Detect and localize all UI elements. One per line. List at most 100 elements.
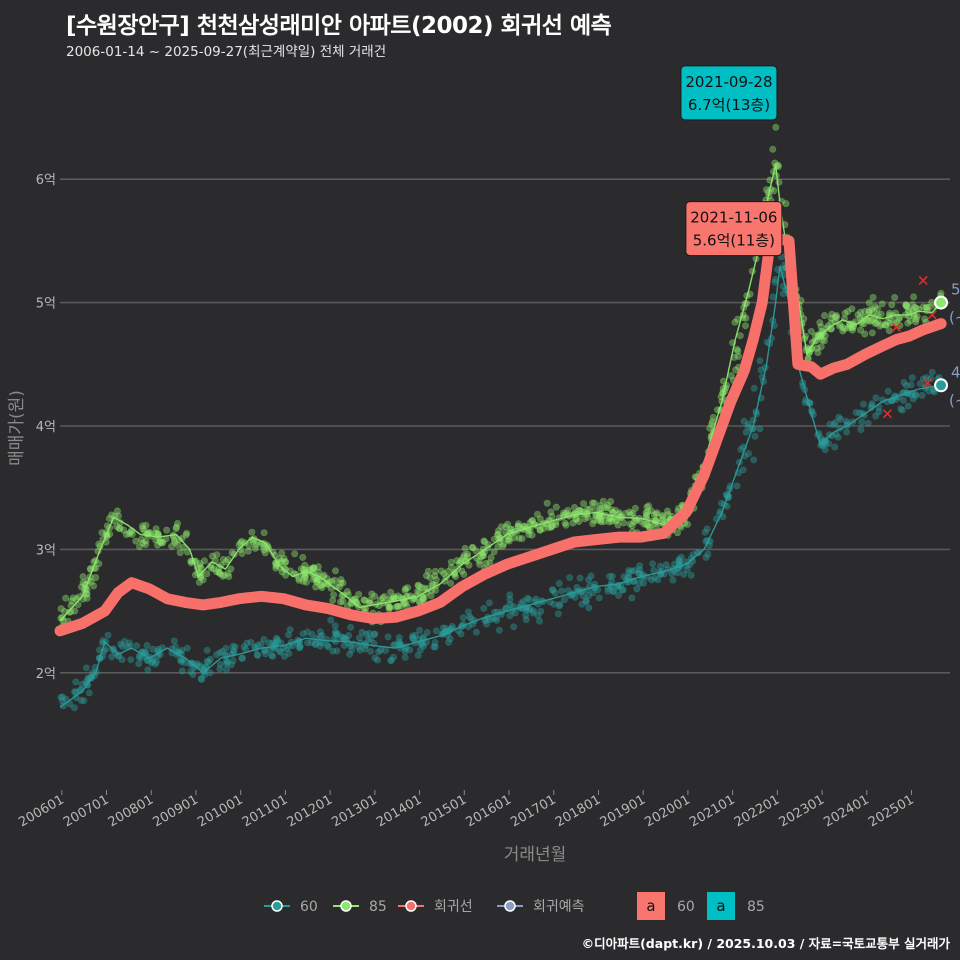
data-point-85 <box>526 518 534 526</box>
data-point-60 <box>59 693 67 701</box>
data-point-85 <box>562 521 570 529</box>
data-point-85 <box>244 547 252 555</box>
data-point-85 <box>910 293 918 301</box>
data-point-85 <box>539 524 547 532</box>
data-point-60 <box>529 609 537 617</box>
data-point-85 <box>860 320 868 328</box>
data-point-85 <box>839 323 847 331</box>
data-point-60 <box>423 628 431 636</box>
data-point-85 <box>481 538 489 546</box>
data-point-85 <box>318 581 326 589</box>
data-point-60 <box>332 631 340 639</box>
data-point-60 <box>927 375 935 383</box>
data-point-85 <box>878 300 886 308</box>
data-point-85 <box>913 312 921 320</box>
data-point-85 <box>460 551 468 559</box>
data-point-60 <box>323 641 331 649</box>
data-point-60 <box>304 639 312 647</box>
data-point-85 <box>844 307 852 315</box>
data-point-85 <box>400 600 408 608</box>
data-point-60 <box>843 428 851 436</box>
data-point-60 <box>904 402 912 410</box>
data-point-85 <box>772 123 780 131</box>
data-point-85 <box>871 303 879 311</box>
data-point-60 <box>680 570 688 578</box>
prediction-marker <box>891 322 901 332</box>
data-point-85 <box>176 549 184 557</box>
x-tick-label: 201801 <box>553 792 603 830</box>
data-point-60 <box>153 658 161 666</box>
data-point-60 <box>409 635 417 643</box>
data-point-85 <box>125 530 133 538</box>
data-point-60 <box>268 651 276 659</box>
data-point-85 <box>451 572 459 580</box>
data-point-60 <box>198 675 206 683</box>
data-point-60 <box>401 647 409 655</box>
legend-box-calloutReg <box>637 892 665 920</box>
data-point-85 <box>658 513 666 521</box>
data-point-85 <box>325 578 333 586</box>
data-point-60 <box>229 642 237 650</box>
data-point-85 <box>570 503 578 511</box>
data-point-60 <box>339 633 347 641</box>
data-point-85 <box>172 525 180 533</box>
data-point-85 <box>302 572 310 580</box>
data-point-60 <box>117 640 125 648</box>
y-tick-label: 5억 <box>36 297 56 312</box>
data-point-85 <box>441 577 449 585</box>
data-point-60 <box>284 631 292 639</box>
data-point-85 <box>611 506 619 514</box>
data-point-85 <box>876 322 884 330</box>
data-point-85 <box>386 604 394 612</box>
data-point-85 <box>626 520 634 528</box>
data-point-85 <box>706 424 714 432</box>
data-point-85 <box>78 583 86 591</box>
data-point-60 <box>371 654 379 662</box>
data-point-60 <box>445 638 453 646</box>
data-point-60 <box>216 665 224 673</box>
data-point-85 <box>580 500 588 508</box>
data-point-60 <box>551 589 559 597</box>
data-point-85 <box>614 521 622 529</box>
data-point-85 <box>902 301 910 309</box>
data-point-85 <box>848 305 856 313</box>
data-point-60 <box>85 689 93 697</box>
data-point-60 <box>928 368 936 376</box>
data-point-85 <box>353 600 361 608</box>
data-point-60 <box>269 652 277 660</box>
data-point-60 <box>608 572 616 580</box>
data-point-60 <box>247 638 255 646</box>
data-point-60 <box>414 651 422 659</box>
data-point-60 <box>227 661 235 669</box>
data-point-60 <box>144 666 152 674</box>
data-point-85 <box>313 577 321 585</box>
data-point-60 <box>636 565 644 573</box>
data-point-60 <box>614 591 622 599</box>
data-point-85 <box>845 324 853 332</box>
data-point-60 <box>767 334 775 342</box>
data-point-60 <box>390 653 398 661</box>
data-point-85 <box>813 344 821 352</box>
data-point-85 <box>653 509 661 517</box>
data-point-60 <box>558 587 566 595</box>
data-point-85 <box>228 549 236 557</box>
data-point-60 <box>750 384 758 392</box>
data-point-85 <box>644 521 652 529</box>
data-point-60 <box>239 654 247 662</box>
data-point-85 <box>387 588 395 596</box>
data-point-85 <box>857 308 865 316</box>
data-point-60 <box>147 659 155 667</box>
data-point-60 <box>261 650 269 658</box>
data-point-85 <box>281 565 289 573</box>
data-point-85 <box>318 584 326 592</box>
data-point-85 <box>733 345 741 353</box>
data-point-85 <box>560 509 568 517</box>
callout-callout85: 2021-09-28 6.7억(13층) <box>680 65 778 121</box>
data-point-85 <box>860 307 868 315</box>
data-point-60 <box>585 591 593 599</box>
data-point-60 <box>733 482 741 490</box>
data-point-60 <box>916 380 924 388</box>
data-point-60 <box>348 646 356 654</box>
data-point-85 <box>487 554 495 562</box>
chart-title: [수원장안구] 천천삼성래미안 아파트(2002) 회귀선 예측 <box>66 13 612 39</box>
